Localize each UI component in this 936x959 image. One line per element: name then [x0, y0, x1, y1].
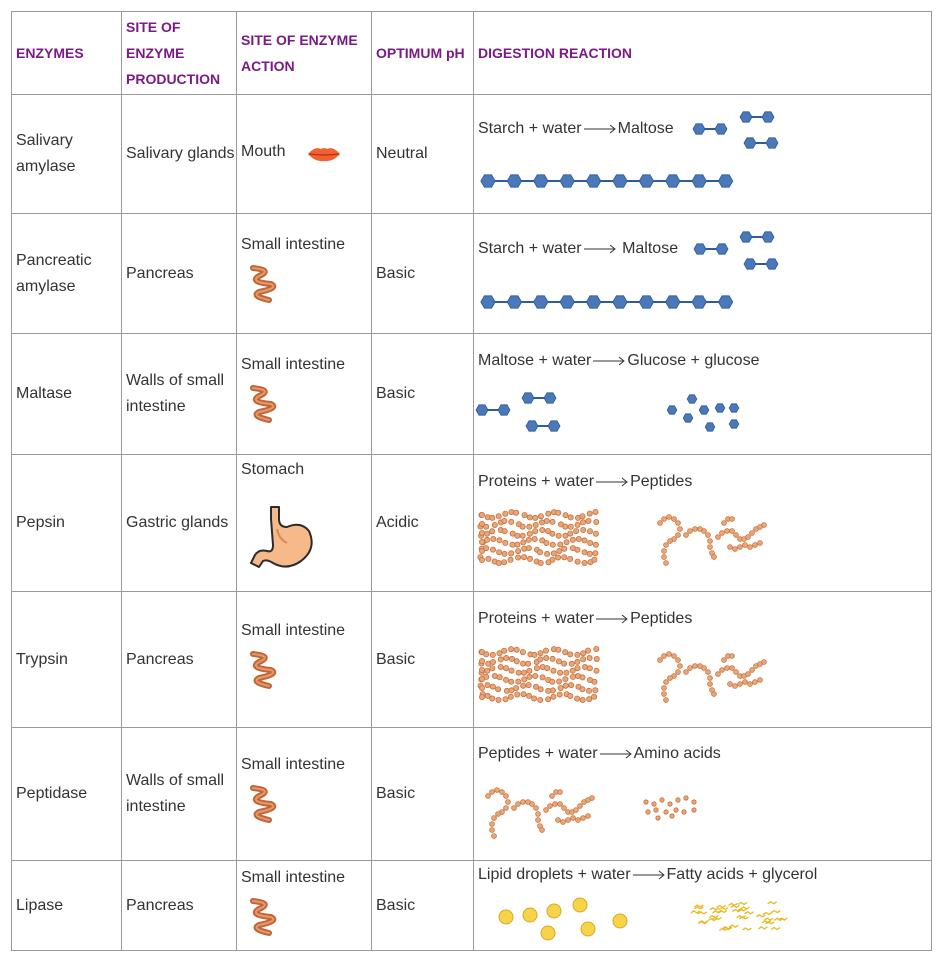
reactant-text: Proteins + water — [478, 610, 595, 627]
table-header-row: ENZYMES SITE OF ENZYME PRODUCTION SITE O… — [11, 11, 932, 95]
lips-icon — [308, 148, 340, 162]
product-text: Maltose — [622, 240, 679, 257]
table-row: Salivary amylase Salivary glands Mouth N… — [11, 94, 932, 214]
reaction-equation: Peptides + water Amino acids — [478, 743, 721, 765]
arrow-icon — [599, 749, 632, 759]
arrow-icon — [596, 477, 628, 487]
action-label: Stomach — [241, 461, 305, 478]
enzyme-table: ENZYMES SITE OF ENZYME PRODUCTION SITE O… — [11, 11, 932, 951]
reaction-equation: Lipid droplets + water Fatty acids + glyc… — [478, 864, 817, 886]
action-cell: Small intestine — [236, 860, 372, 951]
header-site-production: SITE OF ENZYME PRODUCTION — [121, 11, 237, 95]
table-row: Peptidase Walls of small intestine Small… — [11, 727, 932, 861]
enzyme-cell: Salivary amylase — [11, 94, 122, 214]
reactant-text: Proteins + water — [478, 473, 595, 490]
header-optimum-ph: OPTIMUM pH — [371, 11, 474, 95]
enzyme-cell: Maltase — [11, 333, 122, 455]
product-text: Peptides — [630, 473, 693, 490]
production-cell: Pancreas — [121, 591, 237, 728]
enzyme-cell: Lipase — [11, 860, 122, 951]
action-cell: Small intestine — [236, 727, 372, 861]
header-site-action: SITE OF ENZYME ACTION — [236, 11, 372, 95]
reaction-cell: Lipid droplets + water Fatty acids + glyc… — [473, 860, 932, 951]
reaction-equation: Starch + water Maltose — [478, 118, 674, 140]
enzyme-cell: Trypsin — [11, 591, 122, 728]
table-row: Lipase Pancreas Small intestine Basic Li… — [11, 860, 932, 951]
ph-cell: Neutral — [371, 94, 474, 214]
reaction-cell: Maltose + water Glucose + glucose — [473, 333, 932, 455]
lipid-fatty-acid-diagram — [498, 897, 788, 941]
table-row: Maltase Walls of small intestine Small i… — [11, 333, 932, 455]
production-cell: Salivary glands — [121, 94, 237, 214]
reaction-equation: Proteins + water Peptides — [478, 608, 692, 630]
action-cell: Small intestine — [236, 333, 372, 455]
ph-cell: Acidic — [371, 454, 474, 592]
reaction-cell: Proteins + water Peptides — [473, 591, 932, 728]
product-text: Peptides — [630, 610, 693, 627]
table-row: Pancreatic amylase Pancreas Small intest… — [11, 213, 932, 334]
action-label: Small intestine — [241, 356, 346, 373]
product-text: Glucose + glucose — [627, 352, 760, 369]
action-cell: Mouth — [236, 94, 372, 214]
reaction-cell: Starch + water Maltose — [473, 213, 932, 334]
arrow-icon — [593, 356, 626, 366]
action-label: Small intestine — [241, 236, 346, 253]
reaction-cell: Peptides + water Amino acids — [473, 727, 932, 861]
reaction-equation: Proteins + water Peptides — [478, 471, 692, 493]
ph-cell: Basic — [371, 213, 474, 334]
ph-cell: Basic — [371, 591, 474, 728]
reactant-text: Lipid droplets + water — [478, 866, 631, 883]
production-cell: Gastric glands — [121, 454, 237, 592]
header-reaction: DIGESTION REACTION — [473, 11, 932, 95]
product-text: Fatty acids + glycerol — [666, 866, 818, 883]
action-cell: Small intestine — [236, 213, 372, 334]
production-cell: Pancreas — [121, 213, 237, 334]
table-row: Trypsin Pancreas Small intestine Basic P… — [11, 591, 932, 728]
arrow-icon — [596, 614, 628, 624]
ph-cell: Basic — [371, 860, 474, 951]
reactant-text: Maltose + water — [478, 352, 592, 369]
reaction-equation: Maltose + water Glucose + glucose — [478, 350, 759, 372]
enzyme-cell: Pepsin — [11, 454, 122, 592]
reactant-text: Starch + water — [478, 120, 582, 137]
action-label: Small intestine — [241, 756, 346, 773]
arrow-icon — [632, 870, 665, 880]
maltose-glucose-diagram — [475, 392, 740, 432]
peptide-aminoacid-diagram — [485, 787, 697, 839]
production-cell: Pancreas — [121, 860, 237, 951]
intestine-icon — [250, 898, 277, 936]
enzyme-cell: Peptidase — [11, 727, 122, 861]
intestine-icon — [250, 385, 277, 423]
production-cell: Walls of small intestine — [121, 333, 237, 455]
action-label: Mouth — [241, 143, 286, 160]
product-text: Amino acids — [633, 745, 721, 762]
reaction-cell: Proteins + water Peptides — [473, 454, 932, 592]
action-label: Small intestine — [241, 869, 346, 886]
reaction-cell: Starch + water Maltose — [473, 94, 932, 214]
intestine-icon — [250, 265, 277, 303]
table-row: Pepsin Gastric glands Stomach Acidic Pro… — [11, 454, 932, 592]
intestine-icon — [250, 785, 277, 823]
product-text: Maltose — [617, 120, 674, 137]
stomach-icon — [250, 506, 313, 568]
ph-cell: Basic — [371, 333, 474, 455]
action-label: Small intestine — [241, 622, 346, 639]
starch-maltose-diagram — [480, 111, 779, 188]
arrow-icon — [583, 124, 616, 134]
enzyme-cell: Pancreatic amylase — [11, 213, 122, 334]
reactant-text: Peptides + water — [478, 745, 598, 762]
starch-maltose-diagram — [480, 231, 779, 309]
ph-cell: Basic — [371, 727, 474, 861]
arrow-icon — [583, 244, 616, 254]
action-cell: Stomach — [236, 454, 372, 592]
production-cell: Walls of small intestine — [121, 727, 237, 861]
header-enzymes: ENZYMES — [11, 11, 122, 95]
reactant-text: Starch + water — [478, 240, 582, 257]
protein-peptide-diagram — [477, 509, 767, 567]
reaction-equation: Starch + water Maltose — [478, 238, 678, 260]
action-cell: Small intestine — [236, 591, 372, 728]
protein-peptide-diagram — [477, 646, 767, 704]
intestine-icon — [250, 651, 277, 689]
